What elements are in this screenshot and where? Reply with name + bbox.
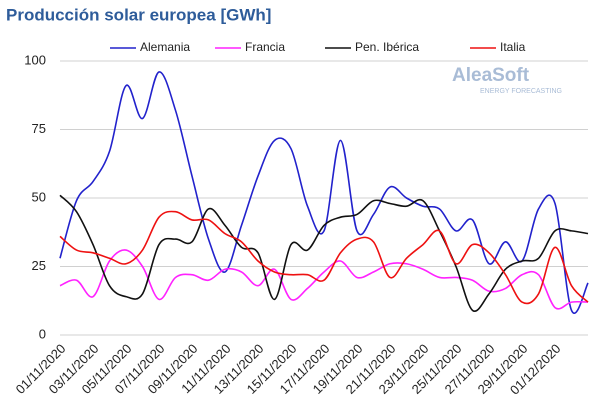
series-line — [59, 210, 589, 305]
y-tick-label: 50 — [32, 189, 46, 204]
watermark: AleaSoft — [452, 65, 530, 86]
legend-label: Pen. Ibérica — [355, 40, 419, 54]
watermark: ENERGY FORECASTING — [480, 88, 562, 95]
legend-label: Italia — [500, 40, 526, 54]
legend-label: Alemania — [140, 40, 190, 54]
series-line — [59, 249, 589, 310]
y-tick-label: 100 — [24, 52, 46, 67]
y-tick-label: 75 — [32, 121, 46, 136]
chart-title: Producción solar europea [GWh] — [6, 5, 271, 24]
y-tick-label: 0 — [39, 326, 46, 341]
legend-label: Francia — [245, 40, 285, 54]
series-line — [59, 194, 589, 313]
y-tick-label: 25 — [32, 258, 46, 273]
series-line — [59, 71, 589, 314]
